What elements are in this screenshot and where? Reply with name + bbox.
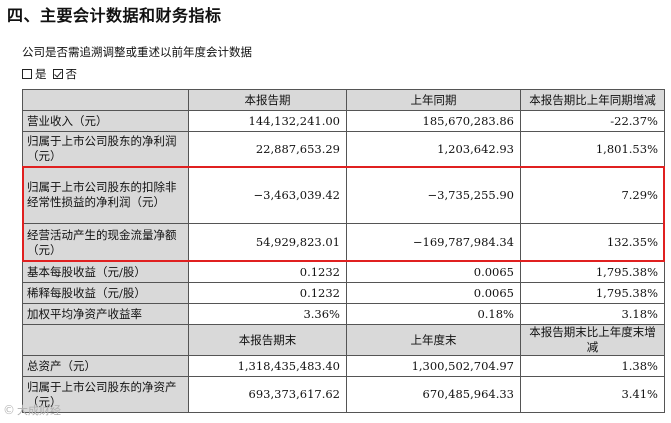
row-label: 归属于上市公司股东的扣除非经常性损益的净利润（元）	[22, 166, 189, 224]
prior-value: 1,300,502,704.97	[346, 355, 521, 377]
header-corner	[22, 324, 189, 356]
row-label: 经营活动产生的现金流量净额（元）	[22, 223, 189, 262]
change-value: 3.18%	[520, 303, 665, 325]
prior-value: −169,787,984.34	[346, 223, 521, 262]
header-prior-period: 上年同期	[346, 89, 521, 111]
table-row: 归属于上市公司股东的净利润（元） 22,887,653.29 1,203,642…	[22, 131, 665, 167]
header-period-change: 本报告期比上年同期增减	[520, 89, 665, 111]
header-period-end: 本报告期末	[188, 324, 347, 356]
row-label: 总资产（元）	[22, 355, 189, 377]
table-row: 稀释每股收益（元/股） 0.1232 0.0065 1,795.38%	[22, 282, 665, 304]
current-value: 0.1232	[188, 261, 347, 283]
restatement-question: 公司是否需追溯调整或重述以前年度会计数据	[22, 45, 252, 59]
row-label: 归属于上市公司股东的净资产（元）	[22, 376, 189, 413]
table-row: 经营活动产生的现金流量净额（元） 54,929,823.01 −169,787,…	[22, 223, 665, 262]
current-value: 3.36%	[188, 303, 347, 325]
prior-value: 0.0065	[346, 261, 521, 283]
change-value: 1,801.53%	[520, 131, 665, 167]
restatement-answer: 是 否	[22, 66, 81, 82]
change-value: 1,795.38%	[520, 282, 665, 304]
table-header-row: 本报告期末 上年度末 本报告期末比上年度末增减	[22, 324, 665, 356]
watermark-logo-icon: ©	[3, 403, 15, 417]
checkbox-no-label: 否	[65, 67, 78, 81]
current-value: −3,463,039.42	[188, 166, 347, 224]
header-current-period: 本报告期	[188, 89, 347, 111]
current-value: 144,132,241.00	[188, 110, 347, 132]
watermark: © 大成财经	[3, 402, 61, 418]
table-row: 营业收入（元） 144,132,241.00 185,670,283.86 -2…	[22, 110, 665, 132]
prior-value: −3,735,255.90	[346, 166, 521, 224]
table-row: 加权平均净资产收益率 3.36% 0.18% 3.18%	[22, 303, 665, 325]
row-label: 营业收入（元）	[22, 110, 189, 132]
financial-data-table: 本报告期 上年同期 本报告期比上年同期增减 营业收入（元） 144,132,24…	[22, 89, 665, 413]
prior-value: 0.18%	[346, 303, 521, 325]
checkbox-yes[interactable]	[22, 69, 32, 79]
section-title: 四、主要会计数据和财务指标	[7, 6, 222, 25]
change-value: 1,795.38%	[520, 261, 665, 283]
watermark-text: 大成财经	[17, 404, 61, 417]
row-label: 稀释每股收益（元/股）	[22, 282, 189, 304]
change-value: 132.35%	[520, 223, 665, 262]
prior-value: 1,203,642.93	[346, 131, 521, 167]
current-value: 54,929,823.01	[188, 223, 347, 262]
current-value: 0.1232	[188, 282, 347, 304]
current-value: 693,373,617.62	[188, 376, 347, 413]
header-year-end-change: 本报告期末比上年度末增减	[520, 324, 665, 356]
prior-value: 0.0065	[346, 282, 521, 304]
checkbox-yes-label: 是	[35, 67, 47, 81]
prior-value: 185,670,283.86	[346, 110, 521, 132]
change-value: -22.37%	[520, 110, 665, 132]
header-prior-year-end: 上年度末	[346, 324, 521, 356]
row-label: 加权平均净资产收益率	[22, 303, 189, 325]
table-header-row: 本报告期 上年同期 本报告期比上年同期增减	[22, 89, 665, 111]
table-row: 归属于上市公司股东的净资产（元） 693,373,617.62 670,485,…	[22, 376, 665, 413]
current-value: 22,887,653.29	[188, 131, 347, 167]
header-corner	[22, 89, 189, 111]
row-label: 归属于上市公司股东的净利润（元）	[22, 131, 189, 167]
change-value: 7.29%	[520, 166, 665, 224]
checkbox-no[interactable]	[52, 69, 63, 79]
change-value: 1.38%	[520, 355, 665, 377]
table-row: 基本每股收益（元/股） 0.1232 0.0065 1,795.38%	[22, 261, 665, 283]
prior-value: 670,485,964.33	[346, 376, 521, 413]
change-value: 3.41%	[520, 376, 665, 413]
table-row: 总资产（元） 1,318,435,483.40 1,300,502,704.97…	[22, 355, 665, 377]
table-row: 归属于上市公司股东的扣除非经常性损益的净利润（元） −3,463,039.42 …	[22, 166, 665, 224]
current-value: 1,318,435,483.40	[188, 355, 347, 377]
row-label: 基本每股收益（元/股）	[22, 261, 189, 283]
